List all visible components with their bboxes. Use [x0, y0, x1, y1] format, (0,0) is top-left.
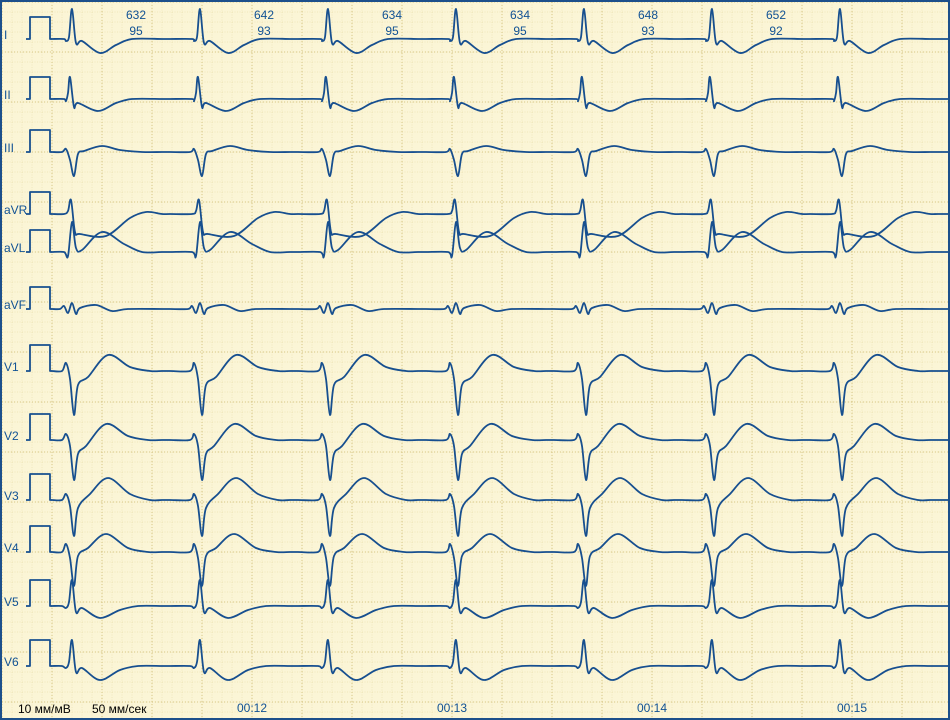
ecg-strip: IIIIIIaVRaVLaVFV1V2V3V4V5V66329564293634… [0, 0, 950, 720]
ecg-traces [2, 2, 950, 720]
